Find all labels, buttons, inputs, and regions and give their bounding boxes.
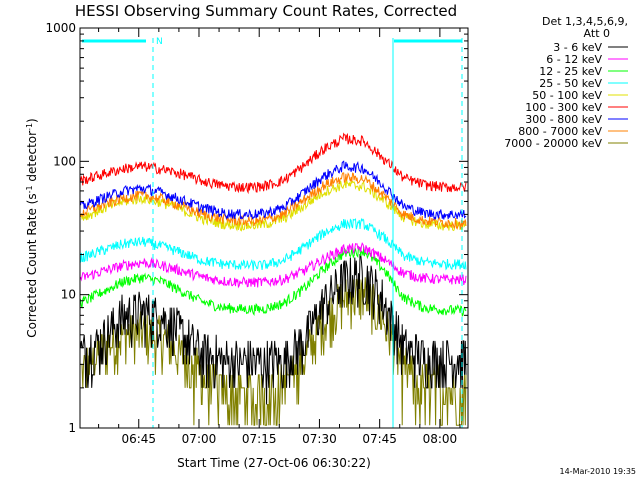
y-tick-label: 10 [61, 288, 76, 302]
legend-entry-label: 7000 - 20000 keV [504, 137, 602, 150]
series-layer [80, 132, 467, 426]
series-line [80, 217, 467, 271]
flag-label: N [156, 37, 163, 47]
series-line [80, 245, 467, 318]
chart-title: HESSI Observing Summary Count Rates, Cor… [75, 2, 457, 20]
legend-entry-label: 12 - 25 keV [539, 65, 602, 78]
x-tick-label: 06:45 [121, 432, 156, 446]
x-tick-label: 07:15 [242, 432, 277, 446]
x-axis-label: Start Time (27-Oct-06 06:30:22) [177, 456, 371, 470]
legend-entry-label: 50 - 100 keV [532, 89, 602, 102]
series-line [80, 160, 467, 221]
legend-entry-label: 100 - 300 keV [525, 101, 602, 114]
y-axis-label-part-2: detector [25, 131, 39, 186]
series-line [80, 242, 467, 289]
series-line [80, 132, 467, 195]
x-axis: 06:45 07:00 07:15 07:30 07:45 08:00 [98, 28, 461, 446]
x-tick-label: 07:00 [182, 432, 217, 446]
legend-entry-label: 800 - 7000 keV [518, 125, 602, 138]
footer-timestamp: 14-Mar-2010 19:35 [560, 467, 637, 476]
y-axis-label-part-1: Corrected Count Rate (s [25, 193, 39, 337]
y-axis-label-superscript-2: -1 [25, 123, 34, 131]
y-axis-label: Corrected Count Rate (s-1 detector-1) [25, 118, 40, 337]
legend-header-line-1: Det 1,3,4,5,6,9, [542, 15, 628, 28]
legend-entry-label: 3 - 6 keV [553, 41, 602, 54]
legend-entry-label: 25 - 50 keV [539, 77, 602, 90]
y-tick-label: 100 [53, 154, 76, 168]
series-line [80, 179, 467, 232]
y-tick-label: 1000 [45, 21, 76, 35]
plot-frame [79, 27, 469, 429]
x-tick-label: 07:30 [302, 432, 337, 446]
legend-entry-label: 300 - 800 keV [525, 113, 602, 126]
y-axis-label-superscript-1: -1 [25, 185, 34, 193]
y-axis-label-part-3: ) [25, 118, 39, 123]
x-tick-label: 08:00 [423, 432, 458, 446]
legend-entry-label: 6 - 12 keV [546, 53, 602, 66]
y-axis: 1 10 100 1000 [45, 21, 468, 435]
y-tick-label: 1 [68, 421, 76, 435]
series-line [80, 254, 467, 405]
x-tick-label: 07:45 [362, 432, 397, 446]
legend-header-line-2: Att 0 [584, 27, 610, 40]
